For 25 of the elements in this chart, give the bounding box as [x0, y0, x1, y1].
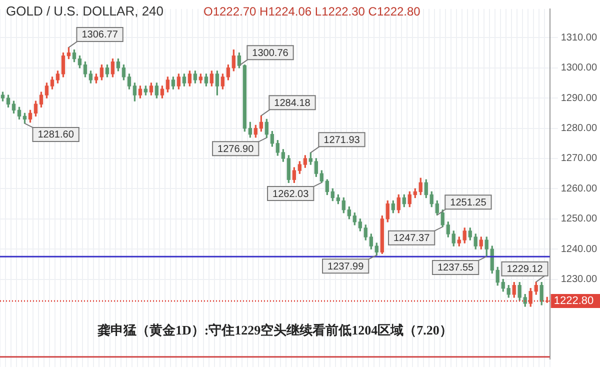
annotation: 1271.93	[324, 134, 360, 146]
y-tick-label: 1230.00	[560, 274, 598, 286]
annotation: 1247.37	[393, 233, 430, 244]
y-tick-label: 1260.00	[560, 183, 598, 194]
annotation: 1229.12	[506, 264, 544, 276]
chart-subtitle: O1222.70 H1224.06 L1222.30 C1222.80	[204, 4, 421, 18]
annotation: 1306.77	[82, 30, 118, 41]
annotation: 1237.99	[328, 261, 364, 272]
ref-line-label: 1222.80	[554, 295, 594, 308]
annotation: 龚申猛（黄金1D）:守住1229空头继续看前低1204区域（7.20）	[97, 322, 452, 338]
annotation: 1281.60	[38, 130, 74, 141]
y-tick-label: 1270.00	[560, 153, 598, 164]
annotation: 1284.18	[274, 98, 311, 109]
annotation: 1251.25	[450, 197, 487, 208]
annotation: 1262.03	[272, 188, 310, 200]
y-tick-label: 1250.00	[560, 214, 598, 225]
y-tick-label: 1310.00	[560, 32, 598, 44]
y-tick-label: 1290.00	[560, 92, 598, 104]
annotation: 1237.55	[437, 262, 474, 274]
chart-title: GOLD / U.S. DOLLAR, 240	[6, 4, 164, 19]
y-tick-label: 1300.00	[560, 62, 598, 74]
y-tick-label: 1240.00	[560, 244, 598, 255]
annotation: 1276.90	[218, 144, 254, 155]
annotation: 1300.76	[252, 48, 289, 59]
y-tick-label: 1280.00	[560, 123, 598, 134]
